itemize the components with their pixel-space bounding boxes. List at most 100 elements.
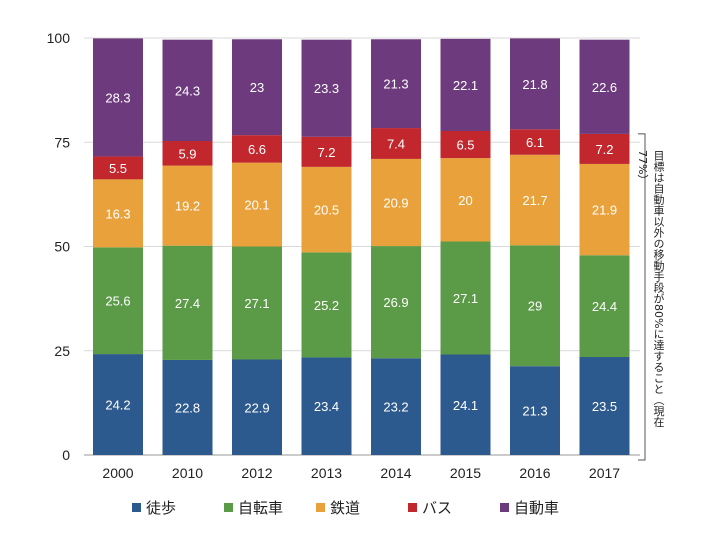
y-tick-label: 50 [54, 239, 70, 255]
data-label: 20 [458, 193, 472, 208]
data-label: 24.4 [592, 299, 617, 314]
bar-segment [162, 359, 213, 455]
data-label: 23.3 [314, 81, 339, 96]
data-label: 21.8 [522, 77, 547, 92]
bar-segment [93, 179, 143, 248]
bar-segment [232, 162, 282, 247]
data-label: 24.3 [175, 83, 200, 98]
bar-segment [579, 163, 630, 256]
data-label: 5.9 [178, 146, 196, 161]
bar-segment [440, 38, 491, 131]
data-label: 26.9 [383, 295, 408, 310]
data-label: 19.2 [175, 199, 200, 214]
annotation-text: 目標は自動車以外の移動手段が80%に達すること（現在77%） [636, 150, 665, 428]
x-tick-label: 2013 [311, 465, 342, 481]
bar-segment [93, 354, 143, 455]
bar-segment [301, 39, 352, 137]
bar-segment [440, 130, 491, 159]
bar-segment [371, 39, 421, 129]
data-label: 6.5 [456, 138, 474, 153]
x-tick-label: 2000 [102, 465, 133, 481]
data-label: 28.3 [105, 90, 130, 105]
x-tick-label: 2014 [380, 465, 411, 481]
legend-swatch [316, 503, 325, 512]
bar-segment [162, 39, 213, 141]
data-label: 25.6 [105, 294, 130, 309]
data-label: 27.1 [453, 291, 478, 306]
data-label: 24.2 [105, 398, 130, 413]
x-tick-label: 2010 [172, 465, 203, 481]
data-label: 21.7 [522, 193, 547, 208]
data-label: 27.4 [175, 296, 200, 311]
data-label: 27.1 [244, 296, 269, 311]
legend-label: 鉄道 [330, 499, 361, 517]
y-tick-label: 100 [47, 30, 71, 46]
data-label: 23.2 [383, 400, 408, 415]
bar-segment [510, 245, 560, 367]
legend-label: 自転車 [238, 499, 284, 517]
data-label: 7.2 [317, 145, 335, 160]
bar-segment [301, 136, 352, 167]
data-label: 7.4 [387, 137, 405, 152]
y-tick-label: 0 [62, 447, 70, 463]
data-label: 21.9 [592, 203, 617, 218]
bar-segment [93, 156, 143, 180]
legend: 徒歩 自転車 鉄道 バス 自動車 [132, 497, 559, 518]
data-label: 22.1 [453, 78, 478, 93]
bar-segment [440, 354, 491, 455]
data-label: 22.6 [592, 80, 617, 95]
legend-label: 徒歩 [146, 499, 177, 517]
x-tick-label: 2016 [519, 465, 550, 481]
legend-swatch [224, 503, 233, 512]
data-label: 29 [528, 299, 542, 314]
legend-label: 自動車 [514, 499, 560, 517]
bar-segment [301, 166, 352, 253]
bar-segment [579, 357, 630, 455]
bar-segment [579, 133, 630, 164]
bar-segment [301, 252, 352, 358]
data-label: 22.8 [175, 400, 200, 415]
bar-segment [371, 158, 421, 247]
data-label: 5.5 [109, 161, 127, 176]
bar-segment [93, 247, 143, 355]
legend-label: バス [422, 499, 453, 517]
bar-segment [440, 241, 491, 355]
legend-item: バス [408, 497, 500, 518]
data-label: 6.1 [526, 135, 544, 150]
bar-segment [162, 140, 213, 166]
legend-item: 自動車 [500, 497, 559, 518]
data-label: 24.1 [453, 398, 478, 413]
y-tick-label: 75 [54, 134, 70, 150]
legend-swatch [132, 503, 141, 512]
bar-segment [440, 158, 491, 242]
bar-segment [510, 129, 560, 155]
data-label: 6.6 [248, 142, 266, 157]
bar-segment [371, 358, 421, 455]
annotation-bracket [638, 133, 646, 461]
bar-segment [371, 128, 421, 159]
legend-swatch [500, 503, 509, 512]
data-label: 16.3 [105, 206, 130, 221]
bar-segment [162, 165, 213, 246]
legend-item: 自転車 [224, 497, 316, 518]
bar-segment [579, 39, 630, 134]
bar-segment [371, 246, 421, 359]
bar-segment [232, 39, 282, 136]
bar-segment [579, 255, 630, 358]
legend-item: 徒歩 [132, 497, 224, 518]
x-tick-label: 2012 [241, 465, 272, 481]
data-label: 7.2 [595, 142, 613, 157]
data-label: 23 [250, 80, 264, 95]
data-label: 23.5 [592, 399, 617, 414]
legend-swatch [408, 503, 417, 512]
data-label: 21.3 [383, 77, 408, 92]
data-label: 20.1 [244, 198, 269, 213]
bar-segment [510, 366, 560, 455]
y-tick-label: 25 [54, 343, 70, 359]
data-label: 20.5 [314, 203, 339, 218]
bar-segment [162, 245, 213, 360]
bar-segment [232, 135, 282, 163]
legend-item: 鉄道 [316, 497, 408, 518]
data-label: 21.3 [522, 404, 547, 419]
